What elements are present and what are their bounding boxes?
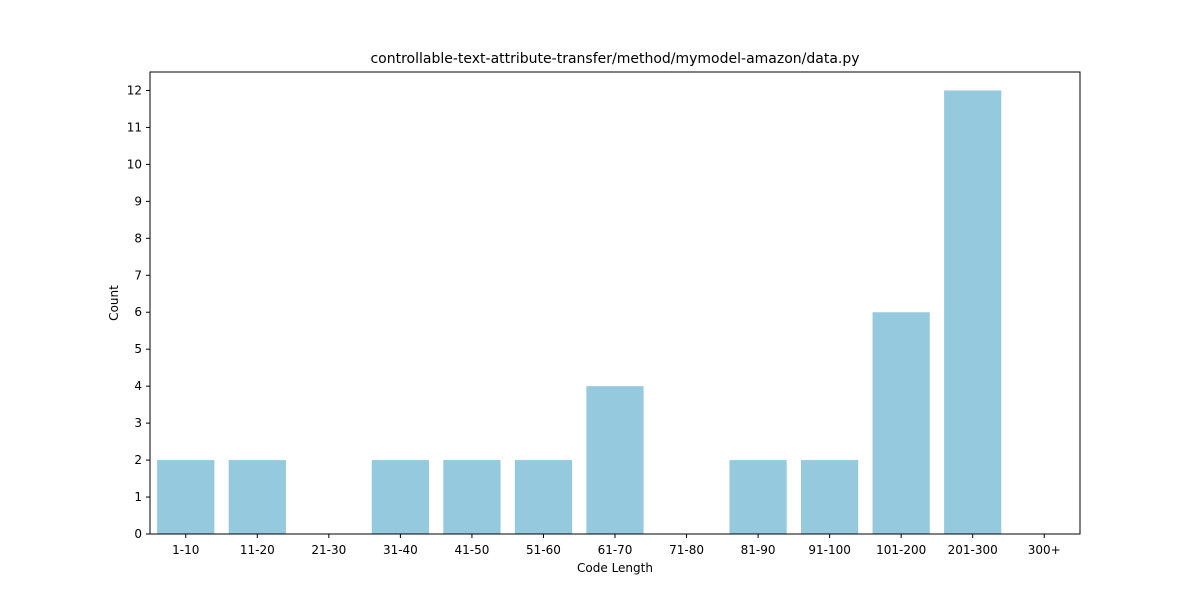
x-tick-label: 71-80 (669, 543, 704, 557)
y-tick-label: 3 (134, 416, 142, 430)
y-tick-label: 9 (134, 194, 142, 208)
bar-81-90 (729, 460, 787, 534)
x-tick-label: 51-60 (526, 543, 561, 557)
bars-layer (157, 90, 1002, 534)
y-tick-label: 2 (134, 453, 142, 467)
bar-101-200 (872, 312, 930, 534)
x-axis-label: Code Length (577, 561, 653, 575)
x-axis: 1-10 11-20 21-30 31-40 41-50 51-60 61-70 71-80 8… (172, 534, 1061, 557)
y-tick-label: 11 (127, 120, 142, 134)
bar-31-40 (371, 460, 429, 534)
y-tick-label: 0 (134, 527, 142, 541)
x-tick-label: 81-90 (741, 543, 776, 557)
bar-201-300 (944, 90, 1002, 534)
x-tick-label: 31-40 (383, 543, 418, 557)
y-tick-label: 1 (134, 490, 142, 504)
chart-title: controllable-text-attribute-transfer/met… (370, 51, 859, 67)
bar-1-10 (157, 460, 215, 534)
bar-11-20 (228, 460, 286, 534)
y-tick-label: 12 (127, 83, 142, 97)
y-tick-label: 7 (134, 268, 142, 282)
x-tick-label: 91-100 (808, 543, 851, 557)
plot-frame (149, 71, 1081, 535)
bar-61-70 (586, 386, 644, 534)
bar-41-50 (443, 460, 501, 534)
bar-91-100 (801, 460, 859, 534)
x-tick-label: 101-200 (876, 543, 926, 557)
y-tick-label: 8 (134, 231, 142, 245)
x-tick-label: 41-50 (454, 543, 489, 557)
x-tick-label: 21-30 (311, 543, 346, 557)
x-tick-label: 11-20 (240, 543, 275, 557)
y-tick-label: 10 (127, 157, 142, 171)
x-tick-label: 300+ (1028, 543, 1061, 557)
y-axis-label: Count (107, 285, 121, 321)
y-tick-label: 5 (134, 342, 142, 356)
x-tick-label: 201-300 (948, 543, 998, 557)
bar-51-60 (514, 460, 573, 534)
x-tick-label: 1-10 (172, 543, 199, 557)
x-tick-label: 61-70 (598, 543, 633, 557)
y-tick-label: 6 (134, 305, 142, 319)
y-tick-label: 4 (134, 379, 142, 393)
